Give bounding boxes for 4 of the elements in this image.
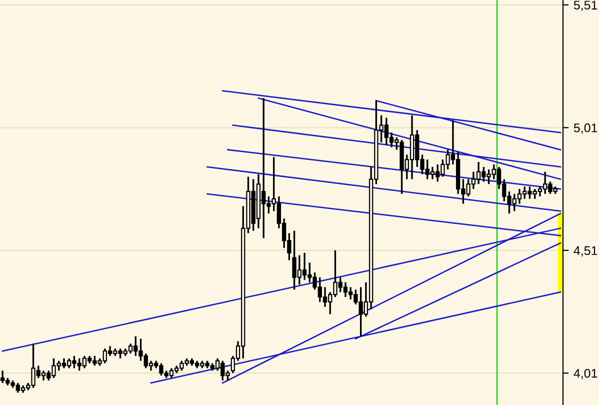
y-tick-label: 5,01	[574, 123, 598, 134]
y-tick-label: 4,51	[574, 246, 598, 256]
y-tick-label: 5,51	[574, 0, 598, 12]
y-tick-label: 4,01	[574, 368, 598, 380]
